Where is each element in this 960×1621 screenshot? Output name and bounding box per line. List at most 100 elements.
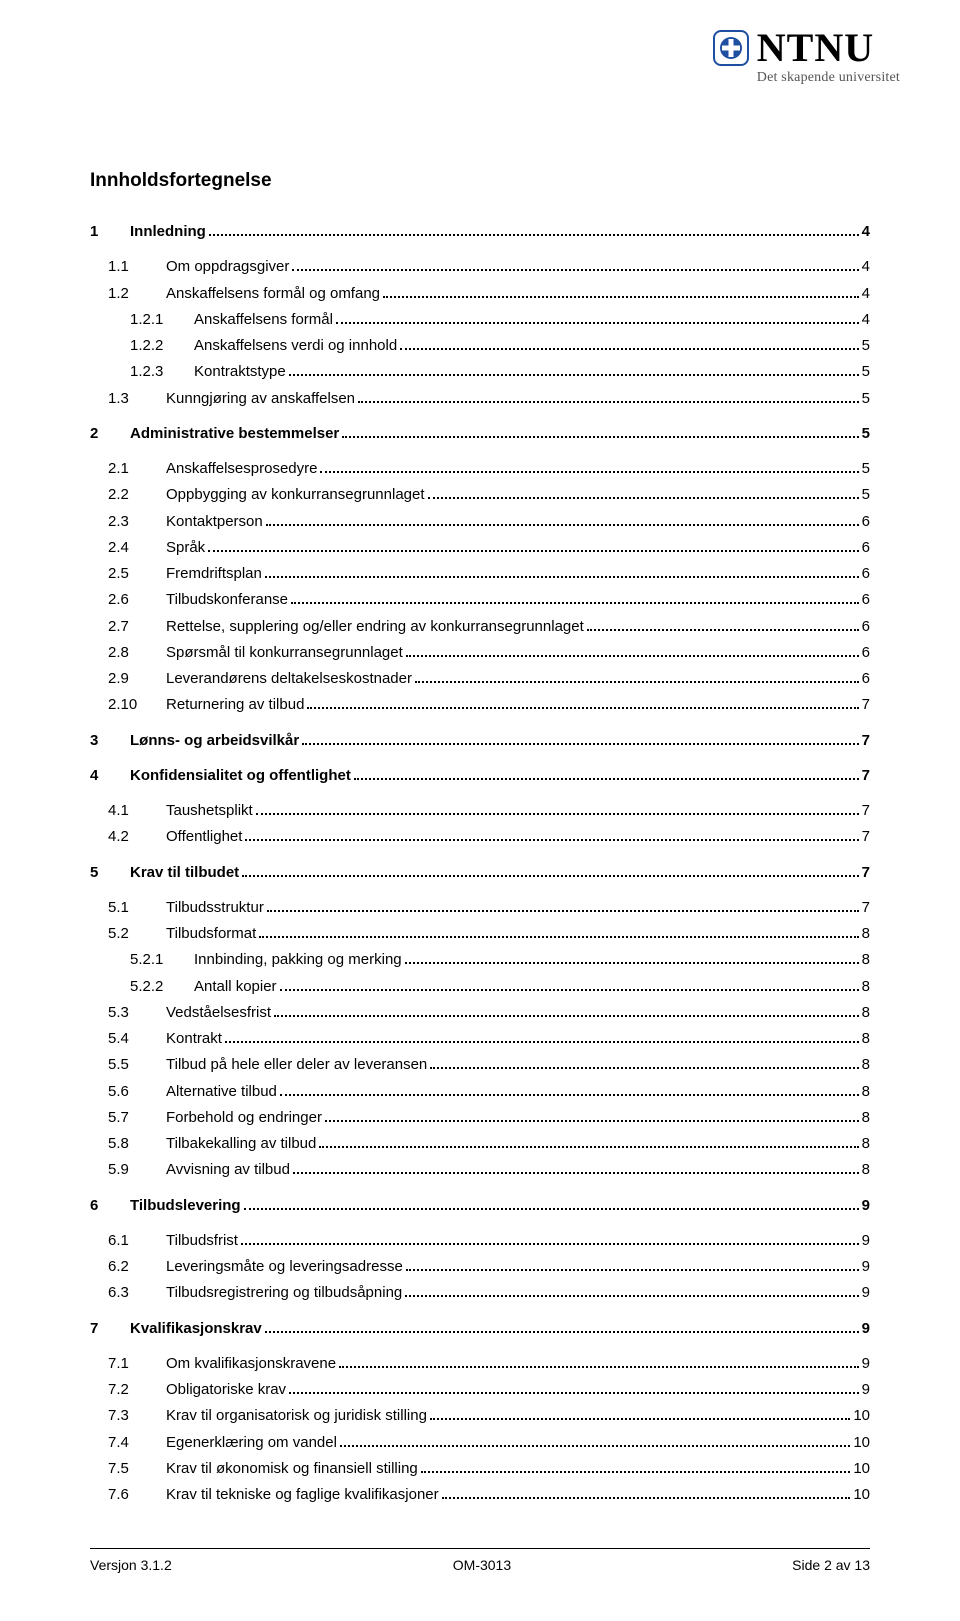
toc-entry[interactable]: 2.7 Rettelse, supplering og/eller endring… [108,615,870,638]
toc-entry[interactable]: 4.2Offentlighet7 [108,825,870,848]
toc-entry[interactable]: 2.4Språk6 [108,536,870,559]
toc-entry-page: 9 [862,1317,870,1340]
toc-entry-page: 8 [862,1132,870,1155]
toc-entry-number: 5.5 [108,1053,160,1076]
toc-entry-label: Returnering av tilbud [166,693,304,716]
toc-dot-leader [442,1497,851,1499]
toc-entry[interactable]: 1Innledning4 [90,220,870,243]
page-footer: Versjon 3.1.2 OM-3013 Side 2 av 13 [90,1548,870,1573]
toc-entry-number: 7.1 [108,1352,160,1375]
toc-entry-label: Kvalifikasjonskrav [130,1317,262,1340]
toc-entry[interactable]: 2.2Oppbygging av konkurransegrunnlaget5 [108,483,870,506]
toc-dot-leader [245,839,858,841]
toc-entry-label: Tilbudsregistrering og tilbudsåpning [166,1281,402,1304]
logo-text-block: NTNU Det skapende universitet [757,28,900,86]
toc-dot-leader [587,629,859,631]
toc-entry[interactable]: 7.1Om kvalifikasjonskravene9 [108,1352,870,1375]
toc-entry[interactable]: 7.6Krav til tekniske og faglige kvalifik… [108,1483,870,1506]
toc-entry-number: 5.2 [108,922,160,945]
toc-entry[interactable]: 1.1Om oppdragsgiver4 [108,255,870,278]
toc-entry[interactable]: 2.3Kontaktperson6 [108,510,870,533]
toc-entry[interactable]: 5Krav til tilbudet7 [90,861,870,884]
toc-entry-page: 7 [862,896,870,919]
toc-entry[interactable]: 4Konfidensialitet og offentlighet7 [90,764,870,787]
toc-entry-label: Krav til organisatorisk og juridisk stil… [166,1404,427,1427]
toc-entry-page: 5 [862,360,870,383]
toc-entry-number: 6 [90,1194,124,1217]
toc-entry[interactable]: 5.9Avvisning av tilbud8 [108,1158,870,1181]
toc-dot-leader [302,743,858,745]
toc-entry[interactable]: 5.2Tilbudsformat8 [108,922,870,945]
toc-entry-number: 5.4 [108,1027,160,1050]
toc-dot-leader [406,1269,859,1271]
toc-entry[interactable]: 6.1Tilbudsfrist9 [108,1229,870,1252]
toc-dot-leader [421,1471,851,1473]
toc-entry[interactable]: 5.7Forbehold og endringer8 [108,1106,870,1129]
toc-entry[interactable]: 1.2.1Anskaffelsens formål4 [130,308,870,331]
toc-entry-label: Kontraktstype [194,360,286,383]
toc-entry-label: Tilbudslevering [130,1194,241,1217]
toc-entry-label: Kunngjøring av anskaffelsen [166,387,355,410]
toc-entry-page: 9 [862,1229,870,1252]
toc-dot-leader [274,1015,859,1017]
toc-entry-label: Egenerklæring om vandel [166,1431,337,1454]
toc-entry[interactable]: 2.10Returnering av tilbud7 [108,693,870,716]
toc-entry[interactable]: 3Lønns- og arbeidsvilkår7 [90,729,870,752]
toc-entry[interactable]: 2Administrative bestemmelser5 [90,422,870,445]
toc-entry[interactable]: 1.2.2Anskaffelsens verdi og innhold5 [130,334,870,357]
toc-entry-label: Anskaffelsesprosedyre [166,457,317,480]
toc-heading: Innholdsfortegnelse [90,170,870,192]
toc-entry[interactable]: 7.2Obligatoriske krav9 [108,1378,870,1401]
toc-entry-page: 6 [862,641,870,664]
toc-dot-leader [280,1094,859,1096]
toc-dot-leader [293,1172,859,1174]
toc-entry-page: 5 [862,457,870,480]
toc-entry[interactable]: 7.5Krav til økonomisk og finansiell stil… [108,1457,870,1480]
toc-entry-number: 4 [90,764,124,787]
toc-entry-page: 4 [862,255,870,278]
toc-dot-leader [208,550,858,552]
toc-entry-label: Taushetsplikt [166,799,253,822]
toc-entry[interactable]: 2.5Fremdriftsplan6 [108,562,870,585]
toc-entry[interactable]: 4.1Taushetsplikt7 [108,799,870,822]
toc-entry[interactable]: 7Kvalifikasjonskrav9 [90,1317,870,1340]
toc-entry-number: 2.7 [108,615,160,638]
toc-entry[interactable]: 1.2.3Kontraktstype5 [130,360,870,383]
toc-entry-number: 2 [90,422,124,445]
toc-entry-label: Anskaffelsens formål og omfang [166,282,380,305]
toc-dot-leader [405,1295,858,1297]
toc-entry[interactable]: 5.5Tilbud på hele eller deler av leveran… [108,1053,870,1076]
toc-entry[interactable]: 6.2Leveringsmåte og leveringsadresse9 [108,1255,870,1278]
toc-entry-label: Om oppdragsgiver [166,255,289,278]
toc-entry[interactable]: 2.8Spørsmål til konkurransegrunnlaget6 [108,641,870,664]
toc-entry[interactable]: 5.4Kontrakt8 [108,1027,870,1050]
toc-entry-page: 4 [862,282,870,305]
toc-entry[interactable]: 2.6Tilbudskonferanse6 [108,588,870,611]
footer-pagenum: Side 2 av 13 [792,1557,870,1573]
toc-entry-label: Alternative tilbud [166,1080,277,1103]
toc-entry[interactable]: 5.8Tilbakekalling av tilbud8 [108,1132,870,1155]
toc-entry[interactable]: 6Tilbudslevering9 [90,1194,870,1217]
toc-entry-number: 6.2 [108,1255,160,1278]
toc-entry-label: Leveringsmåte og leveringsadresse [166,1255,403,1278]
toc-entry[interactable]: 7.4Egenerklæring om vandel10 [108,1431,870,1454]
toc-dot-leader [267,910,859,912]
toc-entry[interactable]: 7.3Krav til organisatorisk og juridisk s… [108,1404,870,1427]
toc-entry-label: Anskaffelsens formål [194,308,333,331]
toc-entry-number: 2.9 [108,667,160,690]
toc-entry-number: 5.9 [108,1158,160,1181]
toc-entry[interactable]: 5.1Tilbudsstruktur7 [108,896,870,919]
toc-entry-page: 8 [862,1053,870,1076]
toc-entry[interactable]: 1.3Kunngjøring av anskaffelsen5 [108,387,870,410]
toc-entry-number: 2.6 [108,588,160,611]
toc-entry[interactable]: 5.2.1Innbinding, pakking og merking8 [130,948,870,971]
toc-entry[interactable]: 5.6Alternative tilbud8 [108,1080,870,1103]
toc-entry[interactable]: 5.2.2Antall kopier8 [130,975,870,998]
toc-dot-leader [430,1418,850,1420]
toc-entry-label: Rettelse, supplering og/eller endring av… [166,615,584,638]
toc-entry[interactable]: 1.2Anskaffelsens formål og omfang4 [108,282,870,305]
toc-entry[interactable]: 2.9Leverandørens deltakelseskostnader6 [108,667,870,690]
toc-entry[interactable]: 2.1Anskaffelsesprosedyre5 [108,457,870,480]
toc-entry[interactable]: 6.3Tilbudsregistrering og tilbudsåpning9 [108,1281,870,1304]
toc-entry[interactable]: 5.3Vedståelsesfrist8 [108,1001,870,1024]
